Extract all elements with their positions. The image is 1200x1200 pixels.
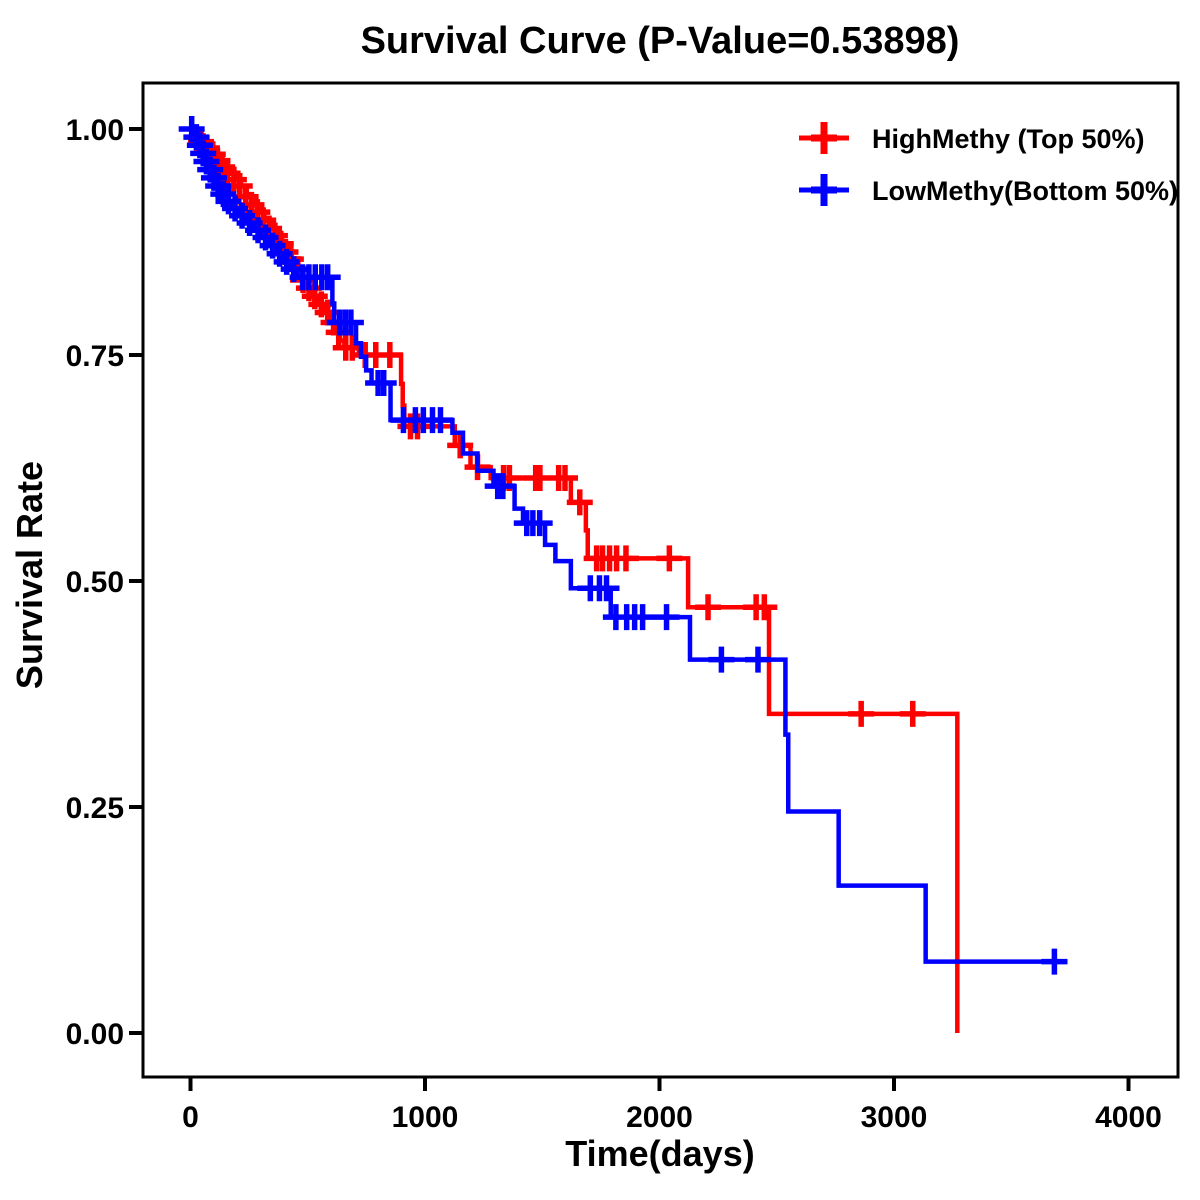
survival-curves: [178, 116, 1068, 1033]
highmethy-censor-marks: [188, 128, 926, 727]
y-axis: 0.00 0.25 0.50 0.75 1.00: [66, 114, 143, 1051]
lowmethy-curve: [190, 126, 1068, 964]
x-tick-label: 2000: [626, 1101, 693, 1134]
chart-title: Survival Curve (P-Value=0.53898): [361, 20, 960, 62]
x-tick-label: 4000: [1095, 1101, 1162, 1134]
legend-key-highmethy-plus-icon: [799, 122, 849, 154]
legend: HighMethy (Top 50%) LowMethy(Bottom 50%): [799, 122, 1178, 206]
y-axis-title: Survival Rate: [9, 461, 50, 689]
y-tick-label: 0.75: [66, 340, 124, 373]
legend-key-plus: [811, 174, 837, 206]
x-tick-label: 0: [182, 1101, 199, 1134]
highmethy-curve: [190, 126, 960, 1033]
x-tick-label: 3000: [861, 1101, 928, 1134]
y-tick-label: 0.25: [66, 792, 124, 825]
y-tick-label: 1.00: [66, 114, 124, 147]
legend-label-lowmethy: LowMethy(Bottom 50%): [872, 176, 1178, 206]
y-tick-label: 0.00: [66, 1018, 124, 1051]
x-axis-title: Time(days): [565, 1133, 754, 1174]
legend-label-highmethy: HighMethy (Top 50%): [872, 124, 1145, 154]
lowmethy-censor-marks: [178, 116, 1068, 975]
legend-key-lowmethy-plus-icon: [799, 174, 849, 206]
plot-frame: [141, 81, 1180, 1079]
x-axis: 0 1000 2000 3000 4000: [182, 1077, 1162, 1134]
y-tick-label: 0.50: [66, 566, 124, 599]
x-tick-label: 1000: [392, 1101, 459, 1134]
legend-key-plus: [811, 122, 837, 154]
